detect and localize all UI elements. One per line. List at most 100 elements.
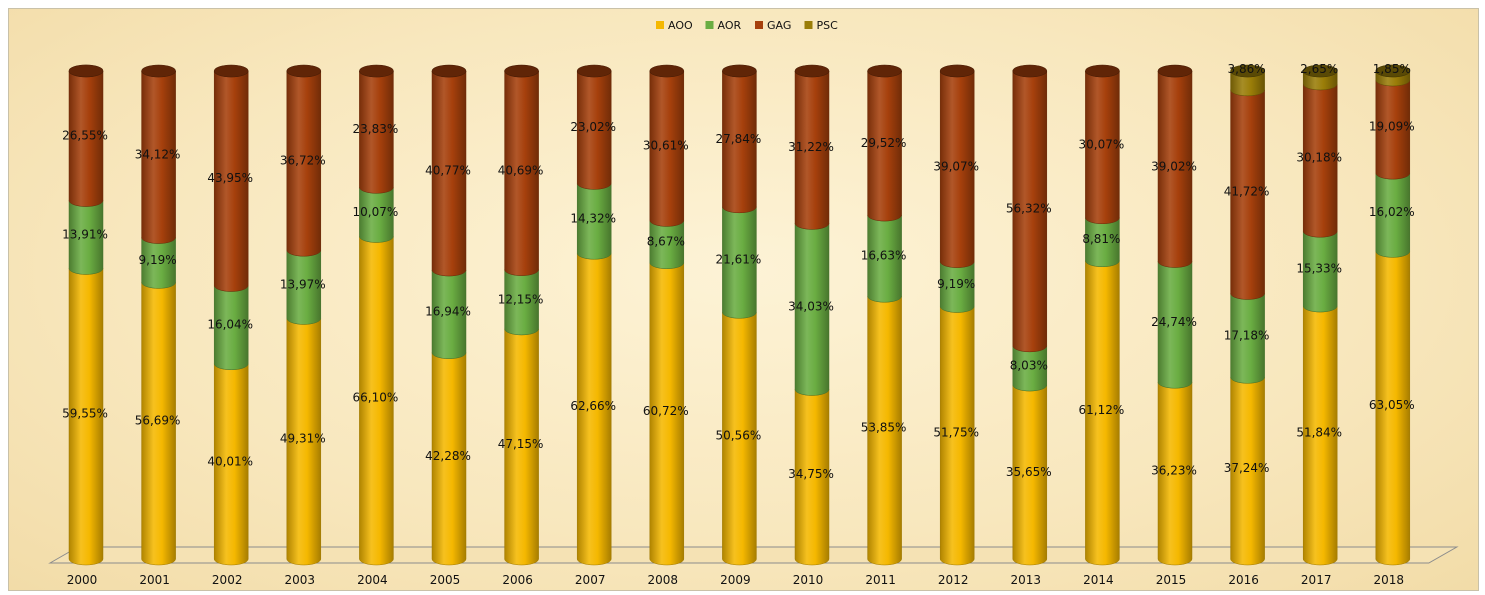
x-tick-2015: 2015 [1156, 573, 1187, 587]
data-label-gag-2010: 31,22% [788, 140, 834, 154]
bar-2009 [722, 64, 757, 566]
bar-2012 [939, 64, 975, 566]
x-tick-2013: 2013 [1011, 573, 1042, 587]
x-tick-2005: 2005 [430, 573, 461, 587]
bar-top-2011 [867, 64, 902, 78]
data-label-gag-2008: 30,61% [643, 139, 689, 153]
legend-swatch [804, 21, 813, 29]
bar-2014 [1085, 64, 1120, 566]
legend-item-psc: PSC [804, 19, 839, 32]
data-label-aoo-2012: 51,75% [933, 426, 979, 440]
x-tick-2010: 2010 [793, 573, 824, 587]
data-label-aoo-2007: 62,66% [570, 399, 616, 413]
bar-top-2001 [141, 64, 176, 78]
legend-swatch [656, 21, 664, 29]
data-label-gag-2011: 29,52% [861, 136, 907, 150]
x-tick-2011: 2011 [865, 573, 896, 587]
bar-top-2017 [1302, 64, 1338, 78]
x-tick-2018: 2018 [1374, 573, 1405, 587]
data-label-aor-2007: 14,32% [570, 211, 616, 225]
x-tick-2009: 2009 [720, 573, 751, 587]
bar-top-2018 [1375, 64, 1411, 78]
bar-2010 [794, 64, 830, 566]
legend-swatch [705, 21, 714, 29]
data-label-aor-2018: 16,02% [1369, 205, 1415, 219]
bar-top-2009 [722, 64, 757, 78]
legend-swatch [755, 21, 763, 29]
bars [68, 64, 1411, 566]
data-label-gag-2014: 30,07% [1079, 137, 1125, 151]
data-label-gag-2003: 36,72% [280, 154, 326, 168]
bar-top-2004 [359, 64, 394, 78]
x-tick-2003: 2003 [285, 573, 316, 587]
x-tick-2006: 2006 [502, 573, 533, 587]
data-label-gag-2002: 43,95% [207, 171, 253, 185]
data-label-aor-2003: 13,97% [280, 277, 326, 291]
bar-top-2005 [431, 64, 467, 78]
data-label-aor-2013: 8,03% [1010, 358, 1048, 372]
bar-2001 [141, 64, 176, 566]
data-label-aoo-2014: 61,12% [1079, 403, 1125, 417]
data-label-aoo-2000: 59,55% [62, 407, 108, 421]
bar-top-2000 [68, 64, 104, 78]
bar-top-2015 [1157, 64, 1193, 78]
bar-top-2016 [1230, 64, 1265, 78]
legend-label: AOR [718, 19, 742, 32]
data-label-gag-2004: 23,83% [353, 122, 399, 136]
data-label-psc-2017: 2,65% [1300, 62, 1338, 76]
bar-top-2014 [1085, 64, 1120, 78]
bar-2000 [68, 64, 104, 566]
data-label-aoo-2009: 50,56% [716, 429, 762, 443]
data-labels: 59,55% 13,91% 26,55% 56,69% 9,19% 34,12% 40,01… [62, 62, 1415, 481]
bar-2003 [286, 64, 322, 566]
legend-item-aor: AOR [705, 19, 742, 32]
data-label-aor-2012: 9,19% [937, 277, 975, 291]
bar-2008 [649, 64, 685, 566]
x-tick-2008: 2008 [648, 573, 679, 587]
data-label-gag-2001: 34,12% [135, 147, 181, 161]
data-label-aor-2016: 17,18% [1224, 328, 1270, 342]
bar-top-2006 [504, 64, 539, 78]
data-label-aoo-2018: 63,05% [1369, 398, 1415, 412]
data-label-gag-2012: 39,07% [933, 159, 979, 173]
bar-top-2012 [939, 64, 975, 78]
data-label-aor-2008: 8,67% [647, 235, 685, 249]
bar-top-2002 [213, 64, 249, 78]
x-tick-2014: 2014 [1083, 573, 1114, 587]
stacked-cylinder-chart: 59,55% 13,91% 26,55% 56,69% 9,19% 34,12% 40,01… [48, 19, 1459, 587]
bar-2011 [867, 64, 902, 566]
data-label-aor-2015: 24,74% [1151, 315, 1197, 329]
x-tick-2017: 2017 [1301, 573, 1332, 587]
data-label-aoo-2013: 35,65% [1006, 465, 1052, 479]
legend-label: AOO [668, 19, 693, 32]
data-label-aoo-2011: 53,85% [861, 421, 907, 435]
bar-2005 [431, 64, 467, 566]
data-label-aoo-2001: 56,69% [135, 414, 181, 428]
legend-label: GAG [767, 19, 791, 32]
legend-item-aoo: AOO [656, 19, 693, 32]
x-tick-2000: 2000 [67, 573, 98, 587]
data-label-aoo-2017: 51,84% [1296, 426, 1342, 440]
bar-2015 [1157, 64, 1193, 566]
data-label-psc-2016: 3,86% [1228, 62, 1266, 76]
data-label-aoo-2008: 60,72% [643, 404, 689, 418]
data-label-aoo-2005: 42,28% [425, 449, 471, 463]
data-label-psc-2018: 1,85% [1373, 62, 1411, 76]
bar-2013 [1012, 64, 1048, 566]
x-axis-ticks: 2000 2001 2002 2003 2004 2005 2006 2007 2008 2009… [67, 573, 1404, 587]
bar-2002 [213, 64, 249, 566]
x-tick-2012: 2012 [938, 573, 969, 587]
bar-top-2013 [1012, 64, 1048, 78]
data-label-aoo-2002: 40,01% [207, 454, 253, 468]
x-tick-2007: 2007 [575, 573, 606, 587]
data-label-aor-2006: 12,15% [498, 292, 544, 306]
bar-top-2007 [576, 64, 612, 78]
data-label-gag-2000: 26,55% [62, 129, 108, 143]
data-label-gag-2016: 41,72% [1224, 185, 1270, 199]
data-label-gag-2006: 40,69% [498, 163, 544, 177]
data-label-aor-2009: 21,61% [716, 253, 762, 267]
legend-label: PSC [817, 19, 839, 32]
data-label-aor-2002: 16,04% [207, 318, 253, 332]
data-label-gag-2015: 39,02% [1151, 159, 1197, 173]
data-label-aor-2017: 15,33% [1296, 262, 1342, 276]
